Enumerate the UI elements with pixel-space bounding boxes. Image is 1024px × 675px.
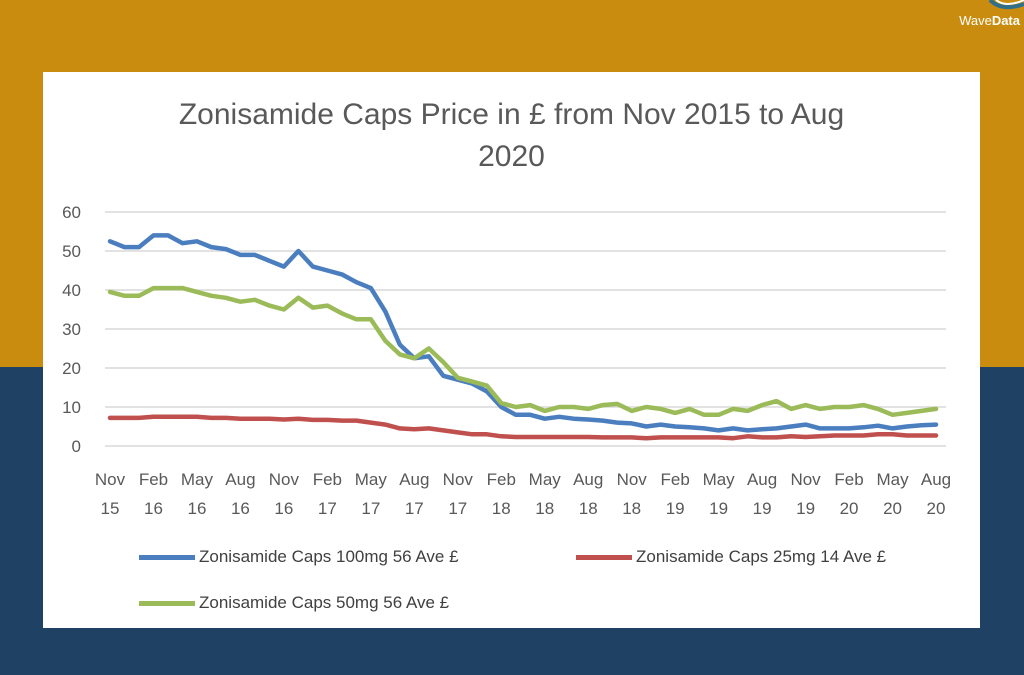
x-tick-label: Aug xyxy=(225,470,255,489)
x-tick-label: Aug xyxy=(573,470,603,489)
x-tick-label-year: 18 xyxy=(535,499,554,518)
brand-name: WaveData xyxy=(959,13,1020,28)
x-tick-label: May xyxy=(181,470,214,489)
x-tick-label-year: 20 xyxy=(883,499,902,518)
x-tick-label-year: 16 xyxy=(144,499,163,518)
x-tick-label: Aug xyxy=(399,470,429,489)
brand-name-part2: Data xyxy=(991,13,1020,28)
x-tick-label-year: 18 xyxy=(492,499,511,518)
x-tick-label-year: 17 xyxy=(448,499,467,518)
brand-logo: WaveData xyxy=(944,0,1024,40)
y-tick-label: 20 xyxy=(62,359,81,378)
chart-card: Zonisamide Caps Price in £ from Nov 2015… xyxy=(43,72,980,628)
x-tick-label: May xyxy=(703,470,736,489)
x-tick-label: May xyxy=(355,470,388,489)
x-tick-label-year: 16 xyxy=(274,499,293,518)
x-tick-label-year: 17 xyxy=(361,499,380,518)
x-tick-label: Aug xyxy=(747,470,777,489)
x-tick-label-year: 18 xyxy=(622,499,641,518)
y-tick-label: 40 xyxy=(62,281,81,300)
x-tick-label: Feb xyxy=(139,470,168,489)
x-tick-label-year: 16 xyxy=(231,499,250,518)
x-tick-label-year: 17 xyxy=(405,499,424,518)
chart-title-line1: Zonisamide Caps Price in £ from Nov 2015… xyxy=(178,98,845,131)
x-tick-label: Nov xyxy=(443,470,474,489)
wave-logo-icon xyxy=(988,0,1024,10)
y-tick-label: 60 xyxy=(62,203,81,222)
x-tick-label: Feb xyxy=(661,470,690,489)
x-tick-label-year: 19 xyxy=(666,499,685,518)
brand-name-part1: Wave xyxy=(959,13,992,28)
series-line-100mg xyxy=(107,233,939,433)
x-tick-label-year: 16 xyxy=(187,499,206,518)
x-tick-label-year: 17 xyxy=(318,499,337,518)
x-tick-label-year: 18 xyxy=(579,499,598,518)
series-line-50mg xyxy=(107,285,939,418)
x-tick-label: Feb xyxy=(487,470,516,489)
chart-title: Zonisamide Caps Price in £ from Nov 2015… xyxy=(43,94,980,178)
x-tick-label: Feb xyxy=(313,470,342,489)
x-tick-label-year: 19 xyxy=(796,499,815,518)
x-tick-label-year: 20 xyxy=(840,499,859,518)
x-tick-label: May xyxy=(876,470,909,489)
chart-title-line2: 2020 xyxy=(478,140,545,173)
x-tick-label: Nov xyxy=(790,470,821,489)
x-tick-label: May xyxy=(529,470,562,489)
x-tick-label: Feb xyxy=(834,470,863,489)
series-line-25mg xyxy=(107,414,939,441)
y-tick-label: 10 xyxy=(62,398,81,417)
x-tick-label: Nov xyxy=(617,470,648,489)
x-tick-label: Aug xyxy=(921,470,951,489)
x-tick-label: Nov xyxy=(95,470,126,489)
x-tick-label-year: 15 xyxy=(101,499,120,518)
x-tick-label: Nov xyxy=(269,470,300,489)
y-tick-label: 30 xyxy=(62,320,81,339)
x-tick-label-year: 19 xyxy=(709,499,728,518)
y-tick-label: 50 xyxy=(62,242,81,261)
x-tick-label-year: 20 xyxy=(927,499,946,518)
x-tick-label-year: 19 xyxy=(753,499,772,518)
y-tick-label: 0 xyxy=(72,437,81,456)
line-chart: 0 10 20 30 40 50 60 Nov 15 Feb 16 May 16 Aug 16 Nov 16 Fe… xyxy=(62,203,951,518)
